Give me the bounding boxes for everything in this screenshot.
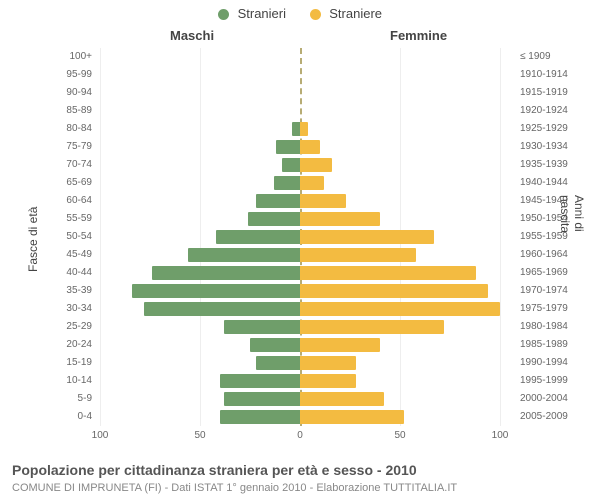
y-tick-age: 40-44 — [42, 264, 92, 282]
circle-icon — [310, 9, 321, 20]
bar-female — [300, 122, 308, 136]
y-tick-age: 25-29 — [42, 318, 92, 336]
bar-male — [256, 194, 300, 208]
bar-female — [300, 356, 356, 370]
y-tick-birth: 1925-1929 — [520, 120, 582, 138]
bar-male — [274, 176, 300, 190]
bar-female — [300, 212, 380, 226]
bar-female — [300, 374, 356, 388]
bar-male — [282, 158, 300, 172]
y-tick-age: 55-59 — [42, 210, 92, 228]
bar-male — [250, 338, 300, 352]
y-tick-age: 20-24 — [42, 336, 92, 354]
bar-female — [300, 140, 320, 154]
bar-male — [276, 140, 300, 154]
y-tick-birth: 1975-1979 — [520, 300, 582, 318]
y-tick-birth: ≤ 1909 — [520, 48, 582, 66]
bar-male — [188, 248, 300, 262]
column-title-left: Maschi — [170, 28, 214, 43]
bar-female — [300, 284, 488, 298]
bar-male — [152, 266, 300, 280]
y-tick-age: 50-54 — [42, 228, 92, 246]
bar-male — [132, 284, 300, 298]
y-tick-birth: 1985-1989 — [520, 336, 582, 354]
legend-item-male: Stranieri — [218, 6, 286, 21]
bar-female — [300, 392, 384, 406]
y-tick-birth: 1935-1939 — [520, 156, 582, 174]
y-tick-age: 85-89 — [42, 102, 92, 120]
y-tick-age: 90-94 — [42, 84, 92, 102]
caption-sub: COMUNE DI IMPRUNETA (FI) - Dati ISTAT 1°… — [12, 482, 457, 494]
bar-female — [300, 266, 476, 280]
y-tick-birth: 1960-1964 — [520, 246, 582, 264]
y-tick-birth: 1995-1999 — [520, 372, 582, 390]
bar-male — [220, 374, 300, 388]
legend-item-female: Straniere — [310, 6, 382, 21]
gridline — [200, 48, 201, 426]
y-tick-age: 60-64 — [42, 192, 92, 210]
bar-female — [300, 302, 500, 316]
bar-male — [224, 320, 300, 334]
bar-female — [300, 194, 346, 208]
legend-label-female: Straniere — [329, 6, 382, 21]
x-tick: 50 — [394, 430, 405, 441]
legend-label-male: Stranieri — [238, 6, 286, 21]
gridline — [100, 48, 101, 426]
bar-female — [300, 320, 444, 334]
y-tick-birth: 1990-1994 — [520, 354, 582, 372]
y-tick-age: 0-4 — [42, 408, 92, 426]
y-tick-age: 5-9 — [42, 390, 92, 408]
bar-male — [220, 410, 300, 424]
x-tick: 100 — [492, 430, 509, 441]
y-tick-age: 30-34 — [42, 300, 92, 318]
y-tick-age: 65-69 — [42, 174, 92, 192]
y-axis-label-left: Fasce di età — [26, 207, 40, 272]
bar-female — [300, 158, 332, 172]
y-tick-age: 75-79 — [42, 138, 92, 156]
x-tick: 100 — [92, 430, 109, 441]
y-tick-birth: 1920-1924 — [520, 102, 582, 120]
y-tick-birth: 2000-2004 — [520, 390, 582, 408]
y-tick-age: 10-14 — [42, 372, 92, 390]
bar-male — [256, 356, 300, 370]
y-tick-birth: 1910-1914 — [520, 66, 582, 84]
y-tick-birth: 2005-2009 — [520, 408, 582, 426]
bar-male — [216, 230, 300, 244]
bar-female — [300, 338, 380, 352]
y-tick-birth: 1965-1969 — [520, 264, 582, 282]
y-tick-age: 80-84 — [42, 120, 92, 138]
y-tick-age: 70-74 — [42, 156, 92, 174]
y-tick-age: 35-39 — [42, 282, 92, 300]
x-tick: 50 — [194, 430, 205, 441]
y-axis-label-right: Anni di nascita — [558, 195, 586, 233]
x-tick: 0 — [297, 430, 303, 441]
bar-male — [144, 302, 300, 316]
bar-female — [300, 248, 416, 262]
y-tick-birth: 1915-1919 — [520, 84, 582, 102]
y-tick-age: 15-19 — [42, 354, 92, 372]
y-tick-age: 100+ — [42, 48, 92, 66]
circle-icon — [218, 9, 229, 20]
y-tick-birth: 1940-1944 — [520, 174, 582, 192]
bar-male — [224, 392, 300, 406]
bar-male — [248, 212, 300, 226]
bar-female — [300, 176, 324, 190]
y-tick-birth: 1930-1934 — [520, 138, 582, 156]
y-tick-birth: 1980-1984 — [520, 318, 582, 336]
bar-female — [300, 230, 434, 244]
population-pyramid-chart: Stranieri Straniere Maschi Femmine 100 50… — [0, 0, 600, 500]
y-tick-birth: 1970-1974 — [520, 282, 582, 300]
y-tick-age: 45-49 — [42, 246, 92, 264]
caption-title: Popolazione per cittadinanza straniera p… — [12, 462, 417, 478]
gridline — [500, 48, 501, 426]
legend: Stranieri Straniere — [0, 6, 600, 21]
column-title-right: Femmine — [390, 28, 447, 43]
bar-male — [292, 122, 300, 136]
y-tick-age: 95-99 — [42, 66, 92, 84]
bar-female — [300, 410, 404, 424]
